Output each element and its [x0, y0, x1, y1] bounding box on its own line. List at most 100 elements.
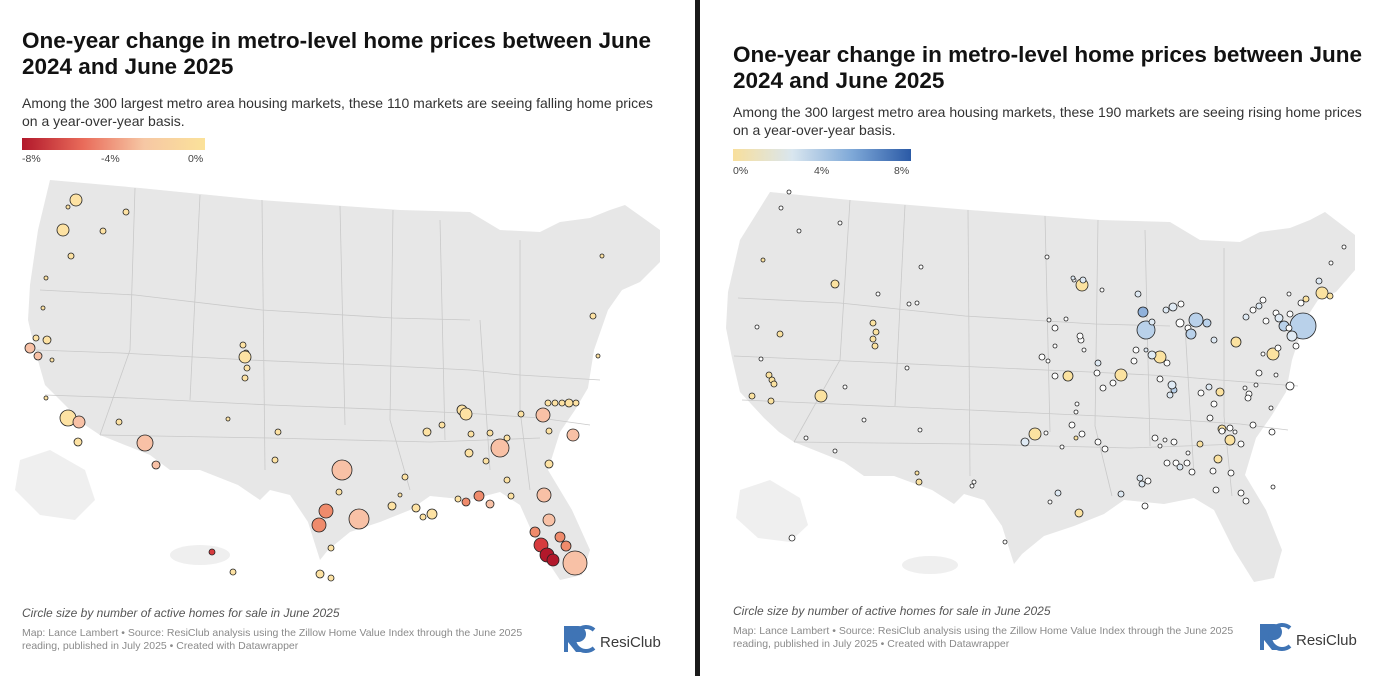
metro-marker — [1038, 353, 1046, 361]
metro-marker — [572, 399, 580, 407]
metro-marker — [1213, 454, 1223, 464]
metro-marker — [1210, 400, 1218, 408]
metro-marker — [1315, 286, 1329, 300]
metro-marker — [271, 456, 279, 464]
metro-marker — [1144, 477, 1152, 485]
us-map — [726, 189, 1355, 582]
metro-marker — [1130, 357, 1138, 365]
metro-marker — [99, 227, 107, 235]
metro-marker — [1209, 467, 1217, 475]
metro-marker — [327, 574, 335, 582]
metro-marker — [748, 392, 756, 400]
metro-marker — [1270, 484, 1276, 490]
metro-marker — [1157, 443, 1163, 449]
map-title: One-year change in metro-level home pric… — [22, 28, 651, 79]
metro-marker — [529, 526, 541, 538]
metro-marker — [1074, 401, 1080, 407]
metro-marker — [1183, 459, 1191, 467]
metro-marker — [311, 517, 327, 533]
metro-marker — [1094, 438, 1102, 446]
metro-marker — [1215, 387, 1225, 397]
metro-marker — [871, 342, 879, 350]
metro-marker — [599, 253, 605, 259]
color-legend-bar — [733, 149, 911, 161]
metro-marker — [348, 508, 370, 530]
metro-marker — [969, 483, 975, 489]
metro-marker — [796, 228, 802, 234]
metro-marker — [274, 428, 282, 436]
metro-marker — [1137, 306, 1149, 318]
metro-marker — [387, 501, 397, 511]
metro-marker — [507, 492, 515, 500]
us-landmass — [15, 180, 660, 580]
metro-marker — [40, 305, 46, 311]
metro-marker — [536, 487, 552, 503]
metro-marker — [490, 438, 510, 458]
metro-marker — [1117, 490, 1125, 498]
metro-marker — [43, 395, 49, 401]
panel-divider — [695, 0, 700, 676]
metro-marker — [32, 334, 40, 342]
metro-marker — [503, 476, 511, 484]
metro-marker — [767, 397, 775, 405]
metro-marker — [485, 499, 495, 509]
metro-marker — [1063, 316, 1069, 322]
metro-marker — [1244, 394, 1252, 402]
metro-marker — [595, 353, 601, 359]
metro-marker — [1162, 306, 1170, 314]
metro-marker — [1156, 375, 1164, 383]
metro-marker — [1262, 317, 1270, 325]
metro-marker — [765, 371, 773, 379]
metro-marker — [229, 568, 237, 576]
metro-marker — [241, 374, 249, 382]
metro-marker — [830, 279, 840, 289]
metro-marker — [49, 357, 55, 363]
metro-marker — [1286, 310, 1294, 318]
metro-marker — [419, 513, 427, 521]
metro-marker — [1268, 428, 1276, 436]
map-title: One-year change in metro-level home pric… — [733, 42, 1362, 93]
metro-marker — [1212, 486, 1220, 494]
metro-marker — [1249, 306, 1257, 314]
metro-marker — [243, 364, 251, 372]
metro-marker — [1052, 343, 1058, 349]
metro-marker — [566, 428, 580, 442]
source-credit: Map: Lance Lambert • Source: ResiClub an… — [733, 625, 1234, 650]
map-subtitle: Among the 300 largest metro area housing… — [22, 95, 653, 129]
metro-marker — [517, 410, 525, 418]
metro-marker — [545, 427, 553, 435]
legend-tick: 0% — [733, 165, 749, 177]
logo-text: ResiClub — [600, 634, 661, 651]
metro-marker — [1274, 344, 1282, 352]
metro-marker — [1227, 469, 1235, 477]
map-subtitle: Among the 300 largest metro area housing… — [733, 104, 1362, 138]
metro-marker — [1253, 382, 1259, 388]
metro-marker — [1266, 347, 1280, 361]
metro-marker — [1259, 296, 1267, 304]
metro-marker — [1188, 468, 1196, 476]
metro-marker — [1168, 302, 1178, 312]
metro-marker — [1232, 429, 1238, 435]
metro-marker — [803, 435, 809, 441]
metro-marker — [1076, 332, 1084, 340]
metro-marker — [814, 389, 828, 403]
falling-prices-panel: One-year change in metro-level home pric… — [15, 28, 661, 653]
metro-marker — [1093, 369, 1101, 377]
metro-marker — [238, 350, 252, 364]
metro-markers — [24, 193, 605, 582]
metro-marker — [1224, 434, 1236, 446]
metro-marker — [1230, 336, 1242, 348]
metro-marker — [1297, 299, 1305, 307]
metro-marker — [1255, 302, 1263, 310]
metro-marker — [1162, 437, 1168, 443]
us-landmass — [726, 192, 1355, 582]
metro-marker — [1099, 287, 1105, 293]
metro-marker — [318, 503, 334, 519]
metro-marker — [1073, 409, 1079, 415]
metro-marker — [1078, 430, 1086, 438]
legend-tick: 0% — [188, 153, 204, 165]
metro-marker — [1341, 244, 1347, 250]
metro-marker — [1242, 313, 1250, 321]
metro-marker — [544, 399, 552, 407]
metro-marker — [42, 335, 52, 345]
